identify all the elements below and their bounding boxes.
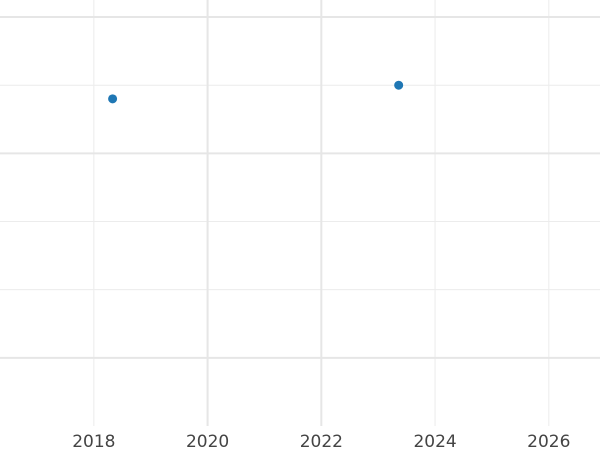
points [108,80,404,104]
data-point [108,94,118,104]
x-tick-label: 2022 [300,432,343,450]
x-axis-ticks: 2018 2020 2022 2024 2026 [72,432,570,450]
x-tick-label: 2026 [527,432,570,450]
x-tick-label: 2020 [186,432,229,450]
grid [0,0,600,426]
x-tick-label: 2024 [413,432,456,450]
x-tick-label: 2018 [72,432,115,450]
data-point [394,80,404,90]
